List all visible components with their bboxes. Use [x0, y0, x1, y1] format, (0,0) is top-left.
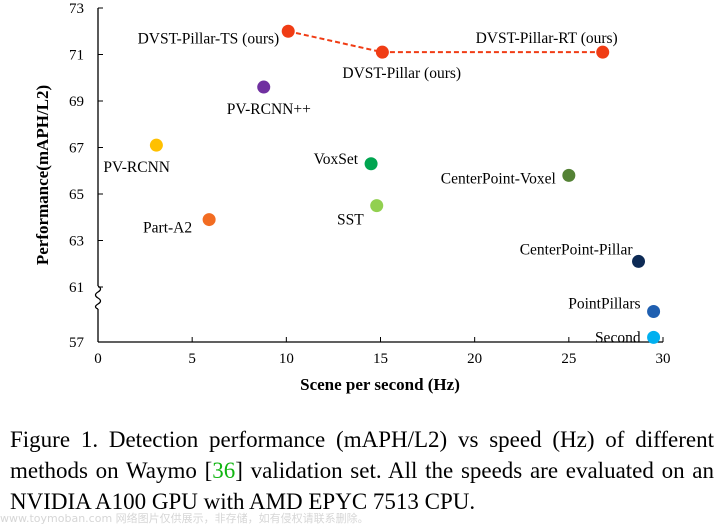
- y-tick-label: 71: [69, 48, 84, 64]
- label-centerpoint-pillar: CenterPoint-Pillar: [520, 241, 634, 258]
- y-tick-label: 63: [69, 234, 84, 250]
- caption-line-2a: different methods on Waymo [: [10, 427, 715, 483]
- x-tick-label: 0: [94, 351, 102, 367]
- point-centerpoint-voxel: [562, 168, 576, 182]
- point-pv-rcnn: [257, 80, 271, 94]
- point-pv-rcnn: [149, 138, 163, 152]
- label-dvst-pillar-ts-ours: DVST-Pillar-TS (ours): [138, 30, 280, 47]
- y-tick-label: 67: [69, 141, 85, 157]
- chart-axes: [94, 8, 663, 343]
- label-sst: SST: [337, 212, 364, 229]
- x-tick-label: 15: [373, 351, 388, 367]
- scatter-chart: 0 5 10 15 20 25 30 57 61 63 65 67 69 71 73 DVST-Pillar…: [33, 1, 671, 394]
- chart-point-labels: DVST-Pillar-TS (ours) DVST-Pillar (ours) D…: [103, 30, 640, 346]
- chart-ticks: 0 5 10 15 20 25 30 57 61 63 65 67 69 71 73: [69, 1, 671, 367]
- point-dvst-pillar-ours: [375, 45, 389, 59]
- figure-caption: Figure 1. Detection performance (mAPH/L2…: [10, 424, 714, 517]
- x-tick-label: 20: [467, 351, 482, 367]
- y-tick-label: 57: [69, 335, 85, 351]
- point-dvst-pillar-rt-ours: [596, 45, 610, 59]
- y-axis-title: Performance(mAPH/L2): [33, 85, 52, 265]
- y-axis-break: [94, 285, 102, 310]
- label-dvst-pillar-ours: DVST-Pillar (ours): [342, 65, 461, 82]
- y-tick-label: 65: [69, 187, 84, 203]
- caption-line-2b: ] validation set. All the speeds are: [235, 458, 559, 483]
- y-tick-label: 61: [69, 280, 84, 296]
- x-axis-title: Scene per second (Hz): [300, 375, 460, 394]
- point-dvst-pillar-ts-ours: [281, 24, 295, 38]
- label-centerpoint-voxel: CenterPoint-Voxel: [441, 170, 556, 187]
- point-centerpoint-pillar: [632, 254, 646, 268]
- label-pv-rcnn: PV-RCNN: [103, 159, 170, 176]
- citation-link[interactable]: 36: [212, 458, 236, 483]
- y-tick-label: 73: [69, 1, 84, 17]
- point-second: [647, 330, 661, 344]
- x-tick-label: 5: [188, 351, 196, 367]
- caption-line-1: Figure 1. Detection performance (mAPH/L2…: [10, 427, 625, 452]
- caption-line-3: evaluated on an NVIDIA A100 GPU with AMD…: [10, 458, 714, 514]
- watermark-text: www.toymoban.com 网络图片仅供展示，非存储，如有侵权请联系删除。: [0, 512, 369, 525]
- x-tick-label: 30: [656, 351, 671, 367]
- label-second: Second: [595, 329, 641, 346]
- x-tick-label: 10: [279, 351, 294, 367]
- chart-points: [149, 24, 661, 344]
- label-part-a2: Part-A2: [143, 220, 192, 237]
- x-tick-label: 25: [561, 351, 576, 367]
- y-tick-label: 69: [69, 94, 84, 110]
- label-dvst-pillar-rt-ours: DVST-Pillar-RT (ours): [476, 30, 618, 47]
- point-part-a2: [202, 213, 216, 227]
- point-sst: [370, 199, 384, 213]
- label-pointpillars: PointPillars: [568, 295, 640, 312]
- point-voxset: [364, 157, 378, 171]
- label-voxset: VoxSet: [314, 151, 359, 168]
- point-pointpillars: [647, 304, 661, 318]
- label-pv-rcnn: PV-RCNN++: [227, 101, 311, 118]
